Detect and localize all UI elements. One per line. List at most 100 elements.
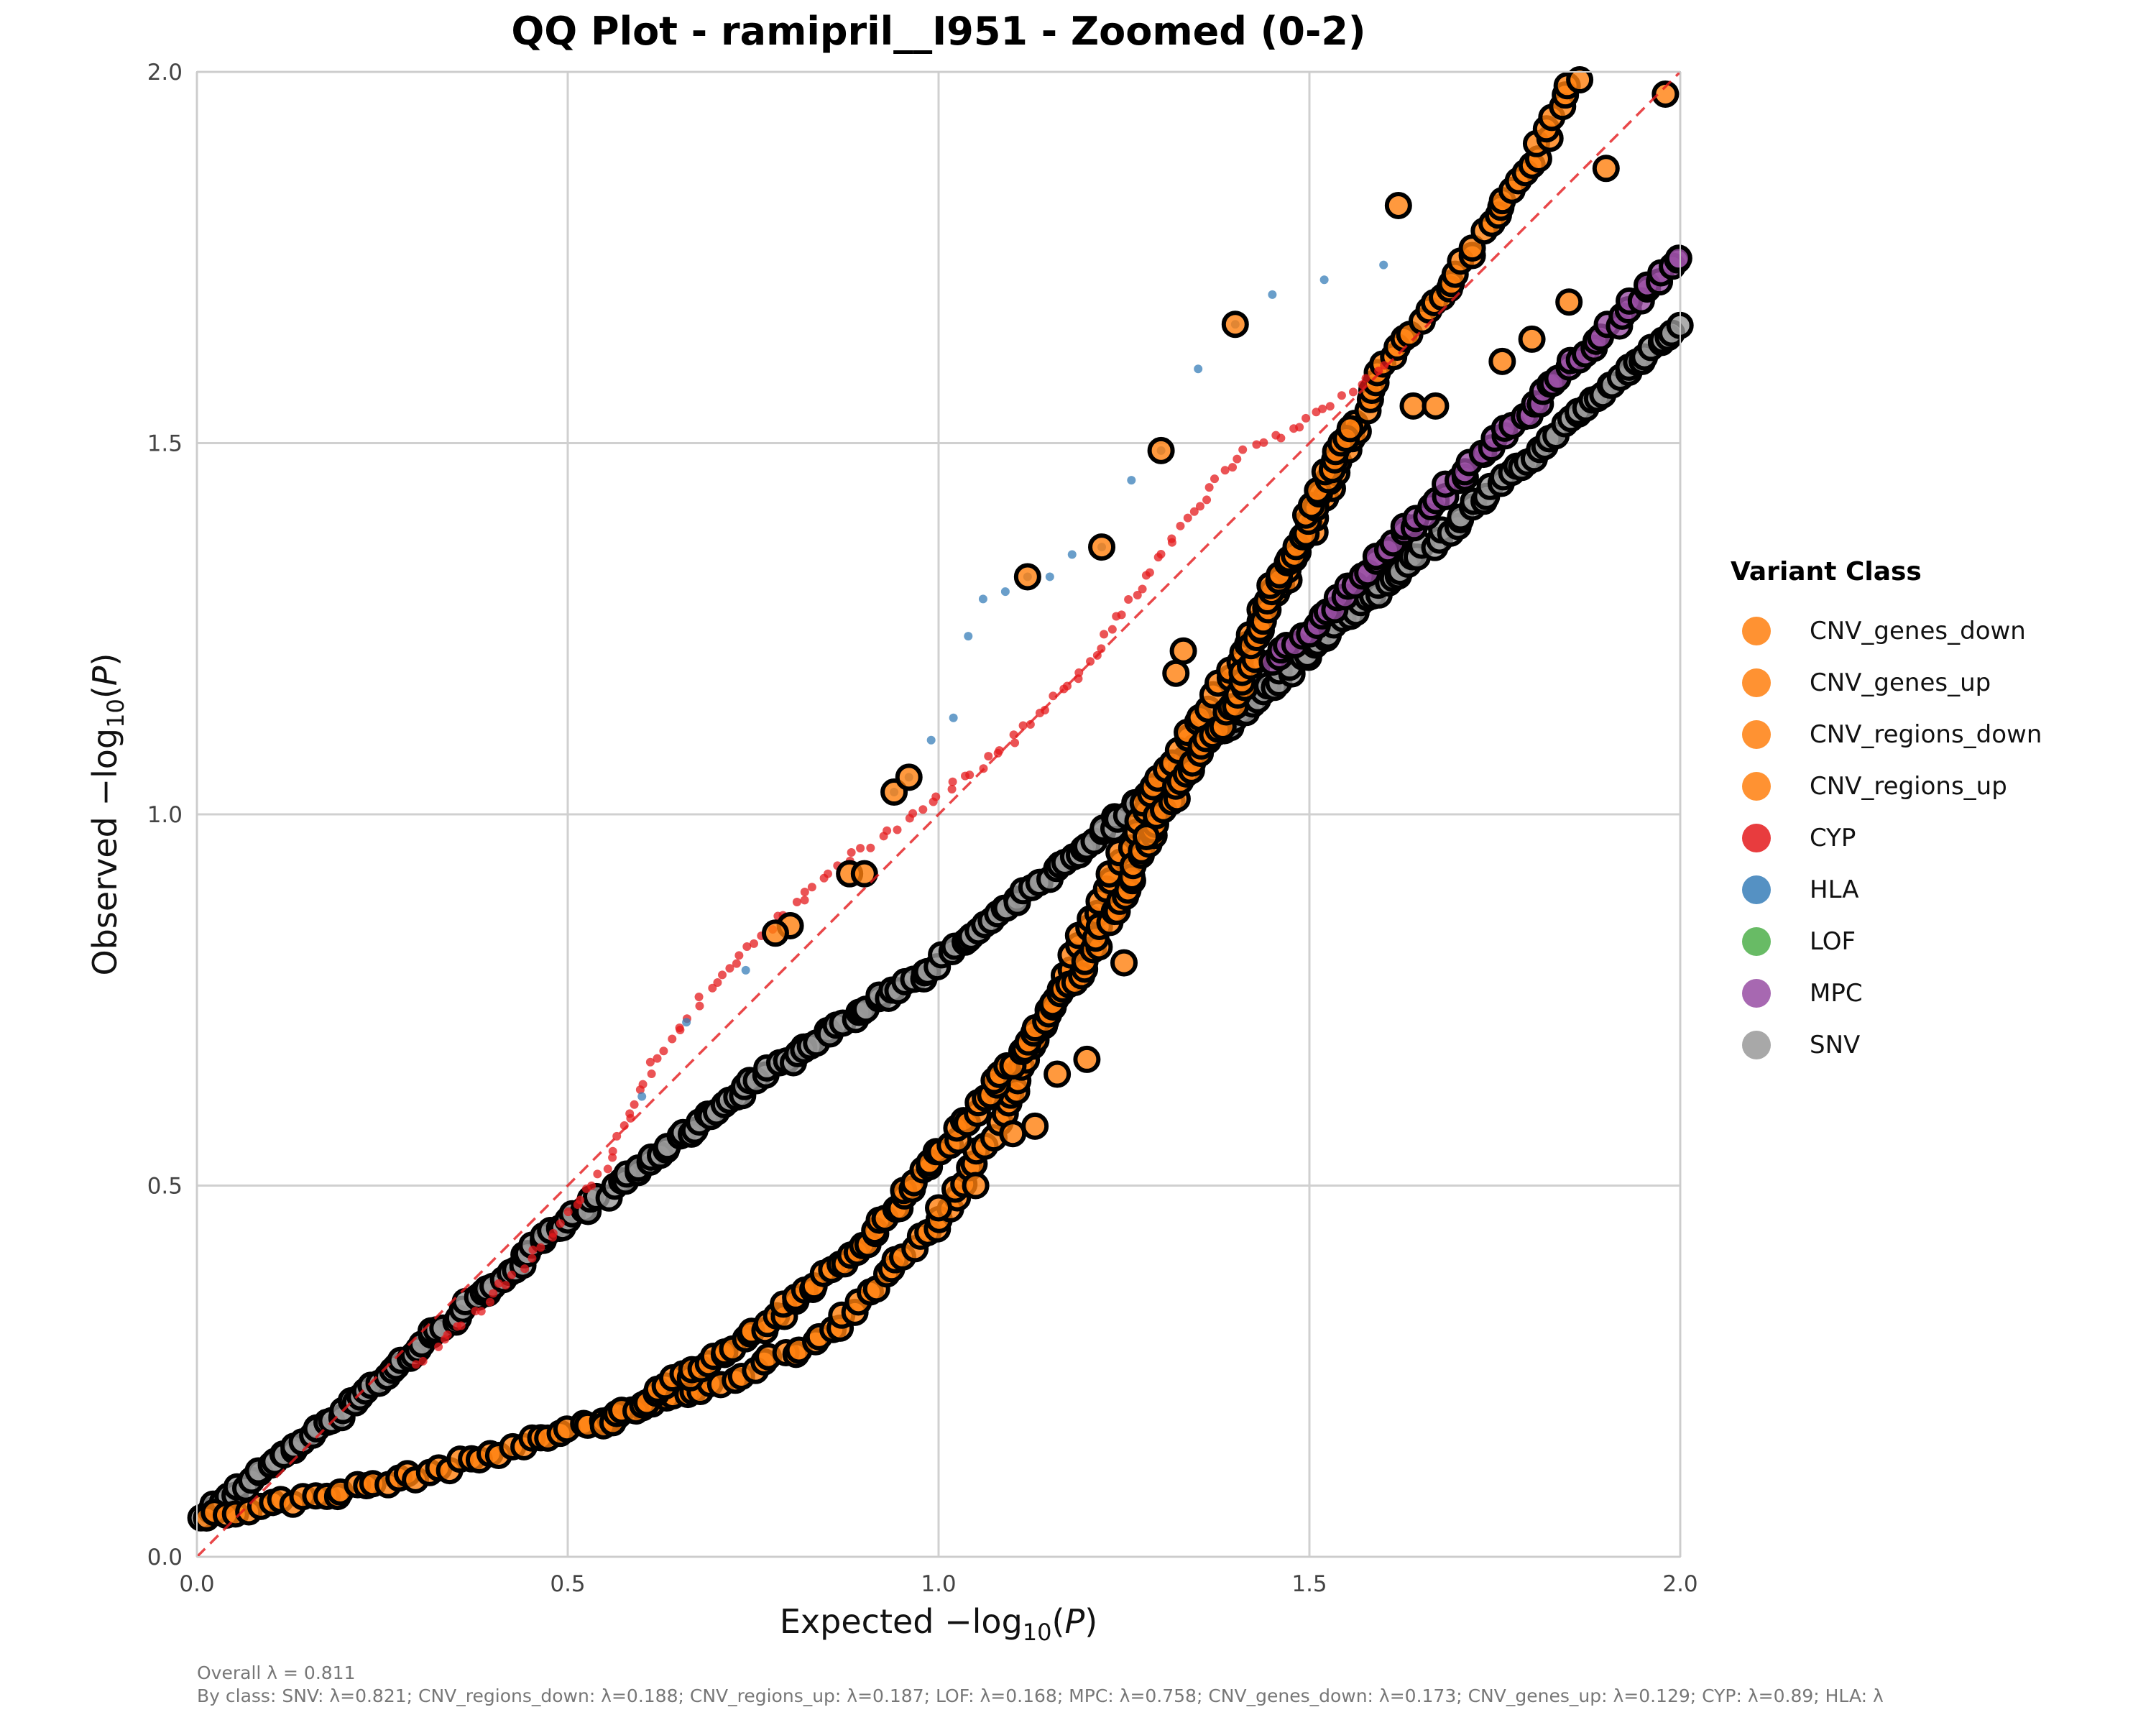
y-tick-label: 0.0 [147, 1545, 183, 1570]
legend: Variant Class CNV_genes_down CNV_genes_up… [1731, 557, 2042, 1071]
data-point-hla [637, 1092, 647, 1101]
data-point-cyp [411, 1360, 420, 1369]
data-point-cyp [847, 847, 856, 857]
data-point-cyp [587, 1181, 596, 1190]
data-point-top hits [1147, 436, 1175, 464]
data-point-cyp [948, 777, 957, 786]
plot-frame [196, 71, 1681, 1558]
data-point-cyp [1259, 438, 1268, 447]
data-point-cyp [548, 1228, 558, 1238]
x-tick-label: 2.0 [1662, 1571, 1697, 1597]
data-point-hla [1067, 550, 1077, 559]
data-point-cyp [1220, 466, 1230, 475]
data-point-cyp [563, 1208, 573, 1217]
data-point-cyp [1145, 568, 1154, 577]
data-point-cyp [612, 1131, 622, 1141]
data-point-hla [926, 735, 936, 745]
data-point-cyp [418, 1356, 428, 1366]
data-point-cyp [1302, 413, 1311, 423]
data-point-cyp [520, 1264, 530, 1274]
data-point-top hits [761, 919, 789, 947]
data-point-cyp [1049, 691, 1058, 701]
overall-lambda: Overall λ = 0.811 [197, 1662, 356, 1683]
data-point-top hits [1221, 310, 1249, 339]
legend-label: CNV_regions_up [1810, 772, 2007, 801]
data-point-cyp [708, 983, 717, 993]
data-point-cyp [659, 1046, 668, 1056]
legend-marker-icon [1742, 979, 1771, 1008]
data-point-cyp [528, 1254, 537, 1263]
data-point-cyp [485, 1297, 494, 1307]
data-point-cyp [536, 1243, 545, 1252]
data-point-cyp [1233, 454, 1242, 464]
data-point-top hits [1021, 1112, 1049, 1140]
y-axis-label: Observed −log10(P) [86, 653, 129, 976]
data-point-cyp [1018, 721, 1028, 730]
legend-marker-icon [1742, 875, 1771, 904]
data-point-cyp [1124, 595, 1133, 604]
data-point-cyp [800, 896, 809, 905]
data-point-cyp [1167, 534, 1176, 543]
data-point-cyp [883, 826, 892, 835]
data-point-cyp [807, 883, 816, 892]
data-point-top hits [1162, 659, 1190, 687]
legend-marker-icon [1742, 668, 1771, 697]
legend-marker-icon [1742, 617, 1771, 645]
reference-line [195, 70, 1682, 1558]
data-point-cyp [1210, 474, 1220, 484]
data-point-cyp [732, 959, 741, 968]
legend-marker-icon [1742, 927, 1771, 956]
data-point-cyp [893, 825, 902, 834]
data-point-top hits [925, 1194, 952, 1222]
lambda-footer: Overall λ = 0.811 By class: SNV: λ=0.821… [197, 1662, 1884, 1708]
data-point-cyp [1337, 391, 1346, 400]
data-point-top hits [1044, 1060, 1072, 1088]
data-point-cyp [1295, 423, 1304, 432]
legend-item: CNV_genes_down [1731, 605, 2042, 657]
legend-label: CYP [1810, 824, 1856, 852]
data-point-top hits [1073, 1045, 1101, 1073]
data-point-hla [682, 1018, 691, 1027]
data-point-cyp [1010, 738, 1020, 748]
data-point-cyp [1204, 483, 1214, 492]
data-point-hla [1045, 572, 1054, 581]
data-point-top hits [1555, 288, 1583, 316]
data-point-top hits [1422, 392, 1450, 420]
data-point-cyp [1138, 584, 1147, 594]
legend-label: CNV_genes_down [1810, 617, 2026, 645]
class-lambdas: By class: SNV: λ=0.821; CNV_regions_down… [197, 1685, 1884, 1706]
x-tick-label: 1.0 [921, 1571, 956, 1597]
chart-title: QQ Plot - ramipril__I951 - Zoomed (0-2) [511, 9, 1365, 54]
data-point-cyp [1318, 404, 1327, 413]
data-point-cyp [593, 1169, 602, 1179]
legend-label: CNV_genes_up [1810, 668, 1991, 697]
legend-label: SNV [1810, 1031, 1861, 1059]
data-point-cyp [931, 792, 941, 801]
x-tick-label: 0.0 [179, 1571, 214, 1597]
data-point-cyp [489, 1289, 498, 1298]
y-tick-label: 2.0 [147, 60, 183, 86]
data-point-hla [1127, 476, 1136, 485]
data-point-top hits [1384, 191, 1412, 219]
data-point-cnv-regions-down [1566, 66, 1594, 94]
data-point-top hits [850, 860, 878, 888]
data-point-cyp [1107, 625, 1117, 634]
legend-item: SNV [1731, 1019, 2042, 1071]
data-point-cyp [965, 770, 975, 780]
data-point-cyp [1156, 550, 1166, 559]
data-point-top hits [1488, 347, 1516, 375]
data-point-cyp [1202, 495, 1212, 505]
legend-marker-icon [1742, 1031, 1771, 1059]
legend-item: CYP [1731, 812, 2042, 864]
legend-label: CNV_regions_down [1810, 720, 2042, 749]
data-point-top hits [962, 1172, 990, 1200]
data-point-cyp [1100, 630, 1109, 639]
data-point-hla [949, 713, 958, 722]
data-point-cyp [1238, 445, 1248, 454]
data-point-cyp [507, 1270, 516, 1279]
data-point-cyp [647, 1070, 656, 1079]
legend-title: Variant Class [1731, 557, 1922, 586]
data-point-cyp [456, 1321, 466, 1330]
data-point-cyp [1325, 402, 1335, 411]
